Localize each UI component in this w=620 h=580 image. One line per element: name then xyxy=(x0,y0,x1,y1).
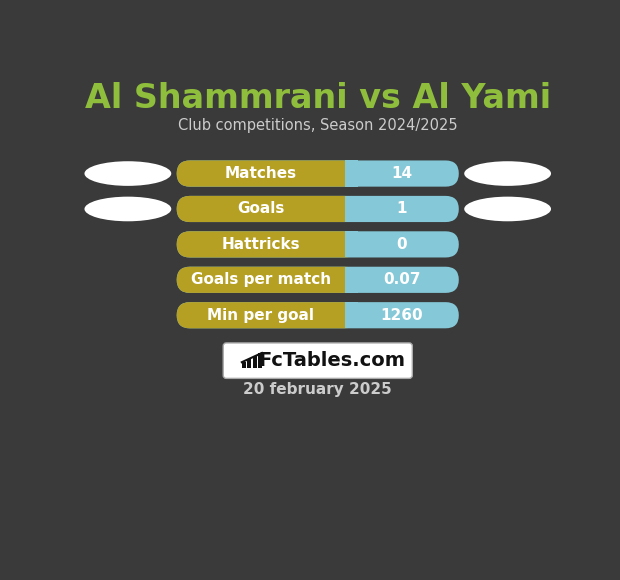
Text: 0.07: 0.07 xyxy=(383,273,420,287)
Text: Club competitions, Season 2024/2025: Club competitions, Season 2024/2025 xyxy=(178,118,458,133)
Bar xyxy=(247,359,251,368)
FancyBboxPatch shape xyxy=(177,267,459,293)
Text: Matches: Matches xyxy=(224,166,297,181)
Text: 14: 14 xyxy=(391,166,412,181)
Text: FcTables.com: FcTables.com xyxy=(258,351,405,370)
Ellipse shape xyxy=(464,197,551,222)
Text: Goals: Goals xyxy=(237,201,285,216)
FancyBboxPatch shape xyxy=(177,231,358,258)
Text: Goals per match: Goals per match xyxy=(190,273,330,287)
FancyBboxPatch shape xyxy=(177,231,459,258)
FancyBboxPatch shape xyxy=(223,343,412,378)
Text: 1: 1 xyxy=(396,201,407,216)
Ellipse shape xyxy=(84,197,171,222)
FancyBboxPatch shape xyxy=(177,161,358,187)
FancyBboxPatch shape xyxy=(177,267,358,293)
FancyBboxPatch shape xyxy=(177,161,459,187)
Text: Min per goal: Min per goal xyxy=(207,308,314,322)
Bar xyxy=(345,161,358,187)
FancyBboxPatch shape xyxy=(177,196,358,222)
Bar xyxy=(345,302,358,328)
Bar xyxy=(345,267,358,293)
Ellipse shape xyxy=(464,161,551,186)
Ellipse shape xyxy=(84,161,171,186)
FancyBboxPatch shape xyxy=(177,302,459,328)
Text: Hattricks: Hattricks xyxy=(221,237,300,252)
Text: 0: 0 xyxy=(396,237,407,252)
Bar xyxy=(345,196,358,222)
Bar xyxy=(258,353,262,368)
Bar xyxy=(242,362,246,368)
Bar xyxy=(253,356,257,368)
Text: 1260: 1260 xyxy=(380,308,423,322)
Text: 20 february 2025: 20 february 2025 xyxy=(244,382,392,397)
Bar xyxy=(345,231,358,258)
FancyBboxPatch shape xyxy=(177,196,459,222)
Text: Al Shammrani vs Al Yami: Al Shammrani vs Al Yami xyxy=(85,82,551,115)
FancyBboxPatch shape xyxy=(177,302,358,328)
